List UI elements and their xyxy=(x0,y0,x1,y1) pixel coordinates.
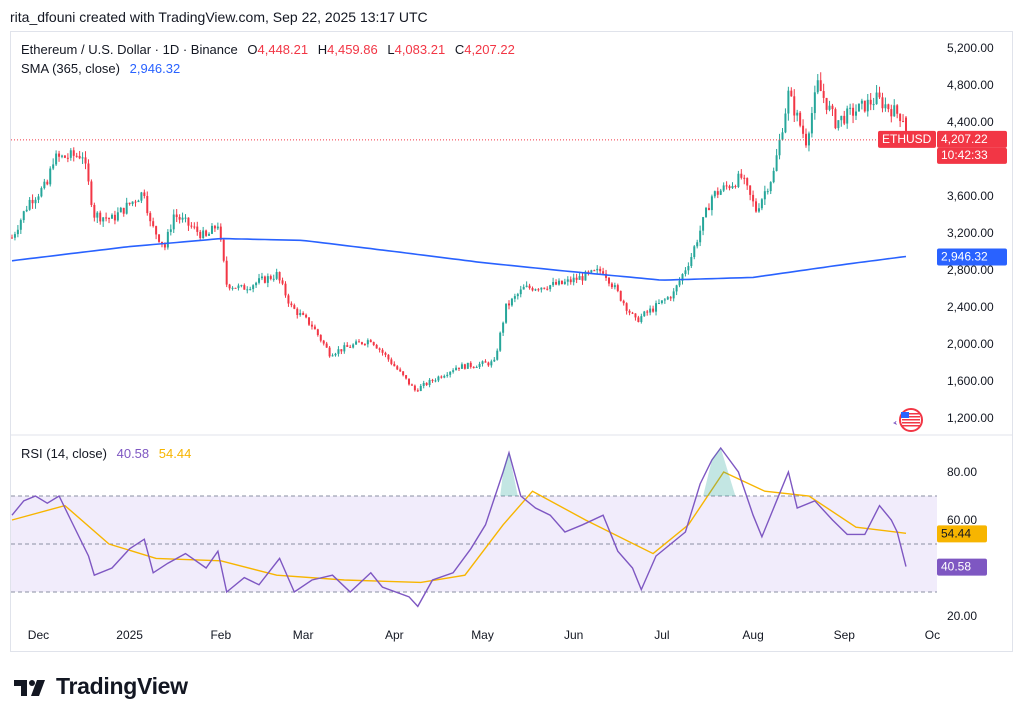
tradingview-logo-icon xyxy=(14,679,45,696)
low-value: 4,083.21 xyxy=(394,42,446,57)
chart-frame[interactable] xyxy=(10,31,1013,652)
close-value: 4,207.22 xyxy=(464,42,515,57)
sma-legend-value: 2,946.32 xyxy=(129,61,181,76)
symbol-description[interactable]: Ethereum / U.S. Dollar · 1D · Binance xyxy=(21,42,238,57)
open-label: O xyxy=(247,42,258,57)
tradingview-wordmark: TradingView xyxy=(56,673,188,699)
rsi-ma-legend-value: 54.44 xyxy=(158,446,192,461)
sma-legend[interactable]: SMA (365, close) 2,946.32 xyxy=(21,61,180,76)
rsi-legend-label: RSI (14, close) xyxy=(21,446,107,461)
low-label: L xyxy=(387,42,395,57)
close-label: C xyxy=(454,42,465,57)
price-legend: Ethereum / U.S. Dollar · 1D · Binance O4… xyxy=(21,42,515,57)
tradingview-brand[interactable]: TradingView xyxy=(14,673,188,700)
rsi-legend-value: 40.58 xyxy=(116,446,150,461)
sma-legend-label: SMA (365, close) xyxy=(21,61,120,76)
attribution: rita_dfouni created with TradingView.com… xyxy=(10,9,428,25)
rsi-legend[interactable]: RSI (14, close) 40.58 54.44 xyxy=(21,446,191,461)
open-value: 4,448.21 xyxy=(257,42,309,57)
high-label: H xyxy=(317,42,328,57)
high-value: 4,459.86 xyxy=(327,42,378,57)
